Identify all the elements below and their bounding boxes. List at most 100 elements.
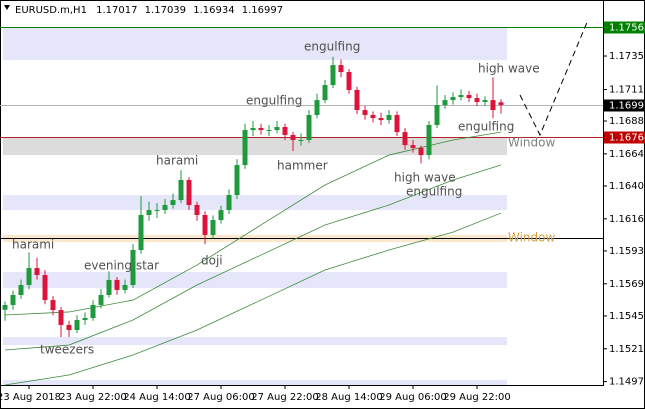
annotation: Window (508, 231, 556, 245)
price-tag-label: 1.16997 (609, 101, 645, 112)
candle-body (418, 147, 424, 156)
candle-body (58, 310, 64, 325)
candle-body (394, 114, 400, 133)
candle-body (18, 285, 24, 295)
candle-body (410, 145, 416, 148)
annotation: tweezers (40, 343, 94, 357)
symbol: EURUSD.m,H1 (15, 5, 87, 16)
candle-body (162, 204, 168, 211)
candle-body (42, 275, 48, 301)
candle-body (146, 210, 152, 215)
annotation: high wave (394, 171, 456, 185)
x-tick-label: 29 Aug 22:00 (443, 392, 510, 403)
candle-body (290, 134, 296, 141)
candle-body (210, 220, 216, 235)
x-tick-label: 29 Aug 06:00 (379, 392, 446, 403)
candle-body (450, 97, 456, 101)
annotation: engulfing (458, 120, 514, 134)
price-tag (604, 21, 645, 34)
moving-average (4, 212, 502, 386)
x-tick-label: 27 Aug 06:00 (187, 392, 254, 403)
annotation: engulfing (246, 94, 302, 108)
y-tick-label: 1.15930 (609, 246, 645, 257)
x-tick-label: 23 Aug 22:00 (59, 392, 126, 403)
y-tick-label: 1.15215 (609, 344, 645, 355)
annotation: Window (508, 136, 556, 150)
candle-body (50, 300, 56, 311)
price-tag-label: 1.17565 (609, 23, 645, 34)
moving-average (4, 131, 502, 316)
moving-average (4, 164, 502, 351)
annotation: engulfing (406, 185, 462, 199)
annotation: harami (156, 154, 198, 168)
low-value: 1.16934 (193, 5, 234, 16)
candle-body (66, 324, 72, 331)
x-tick-label: 23 Aug 2018 (0, 392, 61, 403)
y-tick-label: 1.15455 (609, 311, 645, 322)
candle-body (2, 304, 8, 310)
candle-body (114, 279, 120, 290)
close-value: 1.16997 (242, 5, 283, 16)
candle-body (226, 195, 232, 211)
candle-body (482, 100, 488, 102)
y-tick-label: 1.16165 (609, 214, 645, 225)
candle-body (386, 114, 392, 121)
zone (3, 379, 507, 385)
candle-body (98, 294, 104, 305)
candle-body (370, 114, 376, 118)
header: EURUSD.m,H1 1.17017 1.17039 1.16934 1.16… (15, 5, 283, 16)
candle-body (354, 89, 360, 111)
background-layer (0, 27, 603, 385)
zone (3, 272, 507, 289)
candle-body (322, 85, 328, 101)
candle-body (138, 214, 144, 250)
price-tag (604, 131, 645, 144)
zone (3, 195, 507, 211)
candle-body (202, 214, 208, 235)
candle-body (242, 130, 248, 166)
candle-body (82, 317, 88, 321)
candle-body (186, 179, 192, 205)
zone (3, 27, 507, 60)
y-tick-label: 1.16405 (609, 181, 645, 192)
candle-body (346, 72, 352, 90)
candle-body (234, 165, 240, 196)
candle-body (282, 127, 288, 135)
high-value: 1.17039 (145, 5, 186, 16)
y-tick-label: 1.16640 (609, 149, 645, 160)
zone (3, 137, 507, 156)
annotation: hammer (277, 159, 328, 173)
x-tick-label: 24 Aug 14:00 (123, 392, 190, 403)
candle-body (266, 130, 272, 132)
candle-body (490, 100, 496, 111)
x-tick-label: 27 Aug 22:00 (251, 392, 318, 403)
price-tag-label: 1.16764 (609, 133, 645, 144)
candle-body (26, 268, 32, 286)
candle-body (458, 95, 464, 98)
candle-body (130, 249, 136, 286)
candle-body (274, 127, 280, 131)
candle-body (218, 210, 224, 221)
candle-body (306, 114, 312, 141)
projection-line (519, 19, 589, 137)
y-tick-label: 1.17355 (609, 51, 645, 62)
candle-body (170, 200, 176, 205)
candle-body (34, 268, 40, 276)
annotation: high wave (478, 62, 540, 76)
candle-body (434, 104, 440, 125)
candle-body (194, 204, 200, 215)
candle-body (178, 179, 184, 201)
price-tag (604, 99, 645, 112)
candle-body (298, 140, 304, 142)
candle-body (90, 304, 96, 318)
candle-body (154, 210, 160, 212)
x-tick-label: 28 Aug 14:00 (315, 392, 382, 403)
candle-body (474, 98, 480, 102)
annotation: harami (12, 238, 54, 252)
candle-body (258, 127, 264, 131)
candle-body (330, 65, 336, 86)
y-tick-label: 1.16880 (609, 116, 645, 127)
candle-body (442, 100, 448, 105)
candle-body (314, 100, 320, 115)
